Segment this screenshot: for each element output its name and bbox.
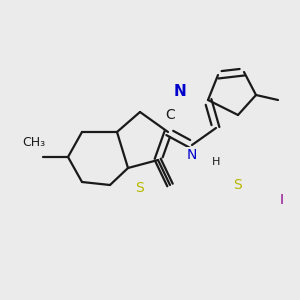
Text: H: H bbox=[212, 157, 220, 167]
Text: CH₃: CH₃ bbox=[22, 136, 45, 149]
Text: S: S bbox=[234, 178, 242, 192]
Text: N: N bbox=[187, 148, 197, 162]
Text: S: S bbox=[136, 181, 144, 195]
Text: C: C bbox=[165, 108, 175, 122]
Text: I: I bbox=[280, 193, 284, 207]
Text: N: N bbox=[174, 85, 186, 100]
